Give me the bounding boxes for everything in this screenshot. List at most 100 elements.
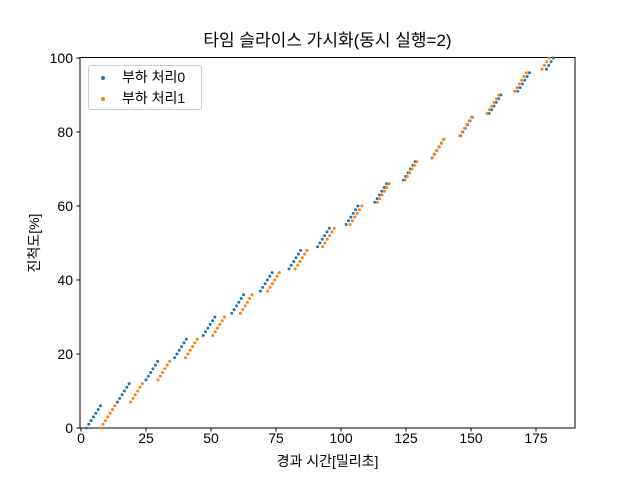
data-point	[243, 304, 247, 308]
data-point	[275, 274, 279, 278]
data-point	[131, 396, 135, 400]
data-point	[463, 126, 466, 130]
data-point	[470, 115, 473, 119]
y-tick-label: 60	[57, 198, 73, 214]
data-point	[129, 400, 133, 404]
data-point	[515, 86, 519, 90]
data-point	[545, 60, 549, 64]
data-point	[403, 178, 407, 182]
data-point	[520, 78, 524, 82]
data-point	[153, 363, 157, 367]
legend: 부하 처리0 부하 처리1	[88, 65, 202, 110]
data-point	[206, 326, 210, 330]
data-point	[495, 97, 498, 101]
data-point	[415, 160, 419, 164]
data-point	[111, 408, 114, 411]
data-point	[138, 385, 142, 389]
data-point	[191, 345, 194, 349]
data-point	[325, 230, 329, 234]
data-point	[497, 93, 501, 97]
data-point	[245, 300, 249, 304]
data-point	[230, 311, 234, 315]
data-point	[270, 282, 274, 286]
x-tick-label: 75	[268, 430, 284, 446]
data-point	[497, 97, 501, 101]
data-point	[149, 371, 153, 374]
data-point	[118, 396, 122, 400]
data-point	[101, 422, 105, 426]
data-point	[542, 63, 546, 67]
data-point	[201, 334, 205, 337]
data-point	[375, 197, 379, 201]
plot-border	[79, 57, 576, 429]
data-point	[175, 352, 179, 356]
data-point	[248, 297, 252, 300]
data-point	[106, 415, 110, 419]
y-tick-label: 100	[50, 50, 74, 66]
data-point	[348, 223, 352, 226]
data-point	[133, 393, 137, 397]
data-point	[182, 341, 186, 345]
data-point	[96, 408, 100, 411]
data-point	[410, 167, 414, 171]
legend-label-series1: 부하 처리1	[122, 90, 186, 106]
data-point	[211, 334, 215, 337]
data-point	[487, 112, 491, 115]
data-point	[373, 200, 377, 204]
data-point	[375, 200, 379, 204]
data-point	[347, 219, 350, 223]
data-point	[127, 382, 131, 386]
y-tick-label: 0	[65, 420, 73, 436]
data-point	[146, 374, 150, 378]
data-point	[492, 104, 496, 108]
data-point	[184, 356, 187, 360]
data-point	[140, 382, 144, 386]
data-point	[547, 63, 551, 67]
data-point	[460, 130, 464, 134]
data-point	[513, 89, 517, 93]
data-point	[122, 389, 126, 393]
y-axis-ticks: 0 20 40 60 80 100	[50, 50, 80, 436]
data-point	[87, 422, 91, 426]
data-point	[344, 223, 348, 226]
data-point	[544, 67, 548, 71]
data-point	[211, 319, 215, 323]
data-point	[173, 356, 177, 360]
data-point	[412, 163, 416, 167]
data-point	[151, 367, 155, 371]
data-point	[378, 197, 382, 201]
data-point	[168, 359, 172, 363]
data-point	[551, 56, 555, 60]
data-point	[528, 71, 531, 75]
data-point	[218, 322, 222, 326]
x-tick-label: 150	[459, 430, 483, 446]
data-point	[378, 193, 381, 197]
data-point	[458, 134, 462, 138]
data-point	[518, 86, 522, 90]
data-point	[223, 315, 226, 319]
data-point	[494, 100, 498, 104]
x-tick-label: 0	[77, 430, 85, 446]
data-point	[430, 156, 434, 160]
data-point	[156, 359, 160, 363]
data-point	[270, 271, 274, 275]
data-point	[523, 78, 527, 82]
data-point	[258, 289, 262, 293]
data-point	[299, 248, 303, 252]
data-point	[213, 315, 217, 319]
chart-title: 타임 슬라이스 가시화(동시 실행=2)	[203, 31, 452, 50]
data-point	[356, 204, 360, 208]
data-point	[156, 378, 160, 382]
data-point	[385, 182, 388, 186]
legend-label-series0: 부하 처리0	[122, 69, 186, 85]
x-tick-label: 100	[329, 430, 353, 446]
data-point	[355, 211, 359, 215]
y-tick-label: 20	[57, 346, 73, 362]
data-point	[204, 330, 207, 334]
data-point	[320, 237, 324, 241]
data-point	[242, 293, 245, 297]
data-point	[103, 419, 107, 423]
y-tick-label: 80	[57, 124, 73, 140]
